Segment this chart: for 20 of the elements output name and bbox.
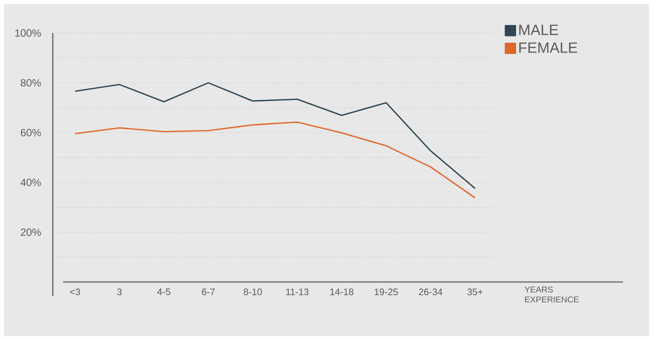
x-tick-label: 3 <box>117 288 122 296</box>
legend-label: MALE <box>519 24 558 36</box>
legend-label: FEMALE <box>519 42 578 53</box>
x-tick-label: 6-7 <box>202 288 215 296</box>
y-tick-label: 40% <box>20 178 41 186</box>
x-tick-label: 14-18 <box>330 288 354 296</box>
y-tick-label: 60% <box>20 128 41 136</box>
line-series <box>74 82 476 190</box>
x-tick-label: 4-5 <box>157 288 170 296</box>
x-tick-label: <3 <box>70 288 80 296</box>
x-tick-label: 11-13 <box>286 288 309 296</box>
x-tick-label: 19-25 <box>374 288 398 296</box>
y-tick-label: 100% <box>15 29 41 37</box>
line-series <box>74 121 476 198</box>
y-tick-label: 80% <box>20 79 41 87</box>
x-axis-title: YEARS EXPERIENCE <box>524 286 579 302</box>
x-tick-label: 8-10 <box>244 288 262 296</box>
x-tick-label: 26-34 <box>418 288 442 296</box>
x-tick-label: 35+ <box>467 288 483 296</box>
y-tick-label: 20% <box>20 228 41 236</box>
